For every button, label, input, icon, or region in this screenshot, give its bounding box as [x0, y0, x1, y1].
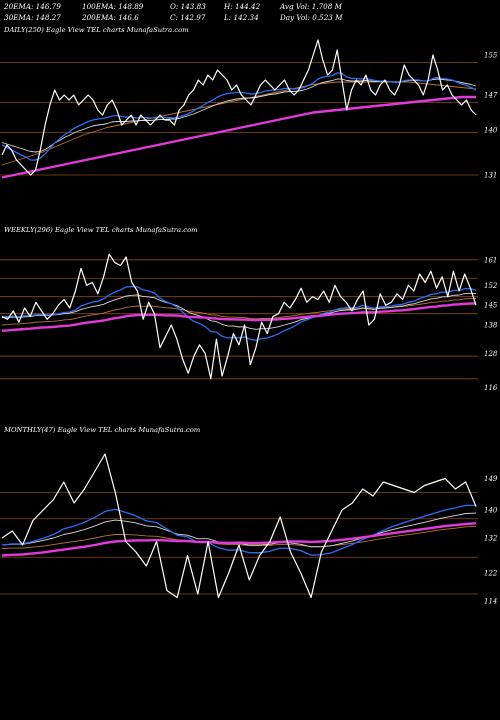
monthly-series-price	[1, 453, 477, 599]
weekly-chart: 161 152 145 138 128 116	[0, 253, 498, 392]
weekly-ytick-0: 161	[484, 256, 497, 264]
weekly-ytick-2: 145	[484, 302, 498, 310]
weekly-series-ema_fast	[1, 285, 477, 341]
weekly-series-ema_slow	[1, 298, 476, 326]
hdr-high: H: 144.42	[224, 2, 261, 11]
weekly-series-ema_mid	[2, 292, 477, 330]
monthly-chart: 149 140 132 122 114	[0, 453, 498, 606]
weekly-series-ema_long	[1, 302, 476, 332]
weekly-ytick-4: 128	[484, 350, 498, 358]
hdr-100ema: 100EMA: 148.89	[82, 2, 144, 11]
weekly-ytick-1: 152	[484, 282, 498, 290]
daily-chart-title: DAILY(250) Eagle View TEL charts MunafaS…	[4, 26, 189, 34]
monthly-ytick-2: 132	[484, 535, 498, 543]
daily-ytick-2: 140	[484, 127, 498, 135]
daily-ytick-1: 147	[484, 92, 498, 100]
weekly-ytick-3: 138	[484, 322, 498, 330]
daily-series-ema_slow	[1, 81, 477, 166]
weekly-series-price	[1, 253, 477, 380]
daily-series-ema_long	[1, 95, 476, 179]
daily-ytick-0: 155	[484, 52, 498, 60]
hdr-20ema: 20EMA: 146.79	[4, 2, 61, 11]
hdr-low: L: 142.34	[224, 13, 259, 22]
monthly-ytick-1: 140	[484, 507, 498, 515]
hdr-200ema: 200EMA: 146.6	[82, 13, 139, 22]
monthly-series-ema_fast	[1, 504, 476, 556]
daily-series-ema_fast	[1, 72, 477, 161]
daily-series-price	[1, 39, 477, 176]
hdr-30ema: 30EMA: 148.27	[4, 13, 61, 22]
daily-ytick-3: 131	[484, 172, 497, 180]
hdr-close: C: 142.97	[170, 13, 206, 22]
monthly-ytick-4: 114	[484, 598, 497, 606]
weekly-ytick-5: 116	[484, 384, 498, 392]
hdr-day-vol: Day Vol: 0.523 M	[280, 13, 343, 22]
hdr-avg-vol: Avg Vol: 1.708 M	[280, 2, 342, 11]
monthly-series-ema_long	[1, 522, 477, 557]
weekly-chart-title: WEEKLY(296) Eagle View TEL charts Munafa…	[4, 226, 198, 234]
hdr-open: O: 143.83	[170, 2, 206, 11]
daily-chart: 155 147 140 131	[0, 39, 498, 180]
monthly-chart-title: MONTHLY(47) Eagle View TEL charts Munafa…	[4, 426, 201, 434]
monthly-ytick-0: 149	[484, 475, 498, 483]
monthly-ytick-3: 122	[484, 570, 498, 578]
